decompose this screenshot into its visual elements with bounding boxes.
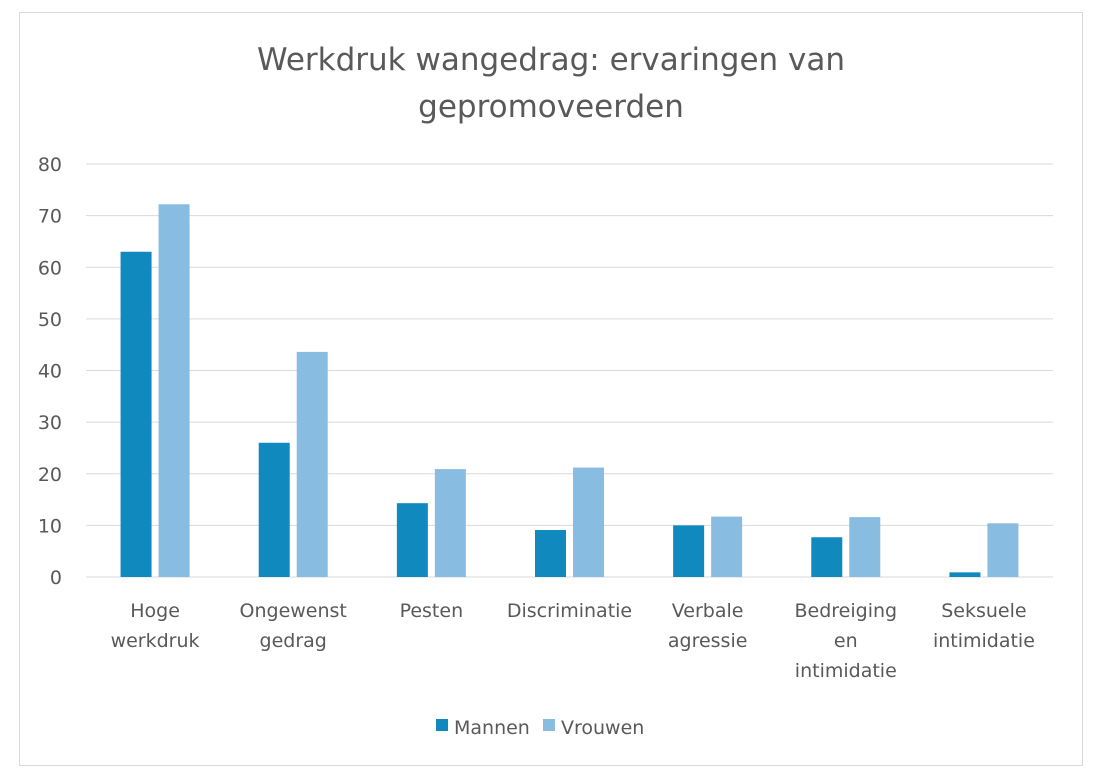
x-category-label: agressie	[668, 630, 748, 652]
bar-mannen-1	[258, 442, 290, 577]
chart-title: Werkdruk wangedrag: ervaringen van geprom…	[257, 42, 845, 125]
x-category-label: werkdruk	[111, 630, 200, 652]
x-category-label: Bedreiging	[794, 600, 897, 622]
bar-mannen-5	[811, 537, 843, 577]
y-tick-label: 40	[38, 361, 62, 383]
bar-mannen-4	[673, 525, 705, 577]
bar-mannen-2	[396, 503, 428, 577]
x-axis-labels: Hoge werkdruk Ongewenst gedrag Pesten Discrim…	[111, 600, 1035, 682]
legend-label: Mannen	[454, 717, 530, 739]
bar-vrouwen-3	[573, 467, 604, 577]
y-tick-label: 60	[38, 257, 62, 279]
y-axis-ticks: 0 10 20 30 40 50 60 70 80	[38, 154, 62, 589]
y-tick-label: 0	[50, 567, 62, 589]
bar-vrouwen-1	[296, 351, 328, 577]
x-category-label: Ongewenst	[240, 600, 347, 622]
legend: Mannen Vrouwen	[436, 717, 644, 739]
x-category-label: Pesten	[400, 600, 464, 622]
chart-title-line: Werkdruk wangedrag: ervaringen van	[257, 42, 845, 78]
bar-vrouwen-2	[434, 469, 466, 577]
x-category-label: intimidatie	[933, 630, 1035, 652]
legend-swatch	[436, 719, 448, 731]
bar-vrouwen-0	[158, 204, 190, 577]
chart-title-line: gepromoveerden	[418, 89, 684, 125]
x-category-label: Hoge	[130, 600, 180, 622]
bar-mannen-6	[949, 572, 981, 577]
y-tick-label: 20	[38, 464, 62, 486]
bar-vrouwen-5	[849, 517, 881, 577]
y-tick-label: 80	[38, 154, 62, 176]
bar-mannen-3	[535, 530, 566, 577]
y-tick-label: 30	[38, 412, 62, 434]
bars	[120, 204, 1019, 577]
y-tick-label: 50	[38, 309, 62, 331]
legend-swatch	[543, 719, 555, 731]
bar-mannen-0	[120, 251, 152, 577]
gridlines	[86, 163, 1053, 578]
chart-frame	[19, 12, 1083, 766]
x-category-label: Discriminatie	[507, 600, 632, 622]
bar-vrouwen-6	[987, 523, 1019, 577]
x-category-label: Verbale	[672, 600, 744, 622]
x-category-label: intimidatie	[795, 660, 897, 682]
x-category-label: Seksuele	[941, 600, 1026, 622]
y-tick-label: 10	[38, 515, 62, 537]
y-tick-label: 70	[38, 206, 62, 228]
bar-vrouwen-4	[711, 516, 743, 577]
legend-label: Vrouwen	[561, 717, 644, 739]
x-category-label: gedrag	[260, 630, 327, 652]
x-category-label: en	[834, 630, 858, 652]
